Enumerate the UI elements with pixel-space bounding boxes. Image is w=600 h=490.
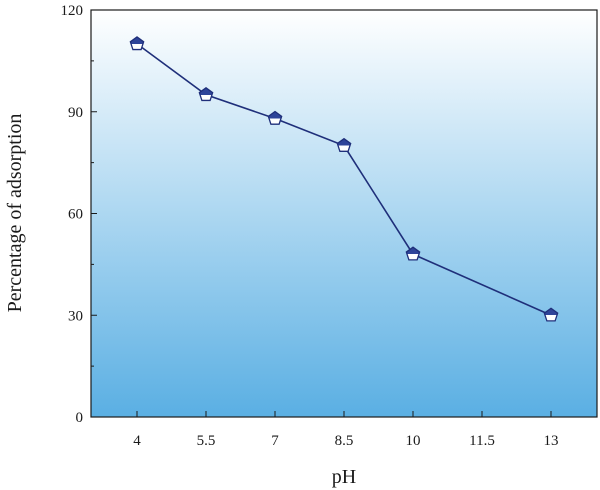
series — [129, 36, 559, 322]
y-tick-label: 60 — [68, 207, 83, 223]
data-point-marker — [198, 86, 214, 102]
series-line — [136, 43, 552, 316]
plot-area — [90, 9, 598, 418]
y-tick-label: 30 — [68, 308, 83, 324]
x-tick-label: 11.5 — [469, 433, 495, 449]
x-axis-title: pH — [332, 466, 356, 488]
x-tick-label: 13 — [544, 433, 559, 449]
x-tick-label: 8.5 — [335, 433, 354, 449]
data-point-marker — [129, 36, 145, 51]
x-tick-label: 4 — [133, 433, 141, 449]
x-tick-label: 10 — [406, 433, 421, 449]
data-point-marker — [336, 137, 352, 152]
y-tick-label: 90 — [68, 105, 83, 121]
x-tick-label: 5.5 — [197, 433, 216, 449]
data-point-marker — [543, 307, 559, 322]
y-tick-label: 120 — [61, 3, 84, 19]
y-tick-label: 0 — [76, 410, 84, 426]
y-axis-ticks: 0 30 60 90 120 — [61, 3, 97, 426]
x-axis-ticks: 4 5.5 7 8.5 10 11.5 13 — [133, 411, 559, 449]
data-point-marker — [405, 246, 421, 261]
y-axis-title: Percentage of adsorption — [4, 114, 26, 313]
x-tick-label: 7 — [271, 433, 279, 449]
data-point-marker — [267, 110, 283, 125]
